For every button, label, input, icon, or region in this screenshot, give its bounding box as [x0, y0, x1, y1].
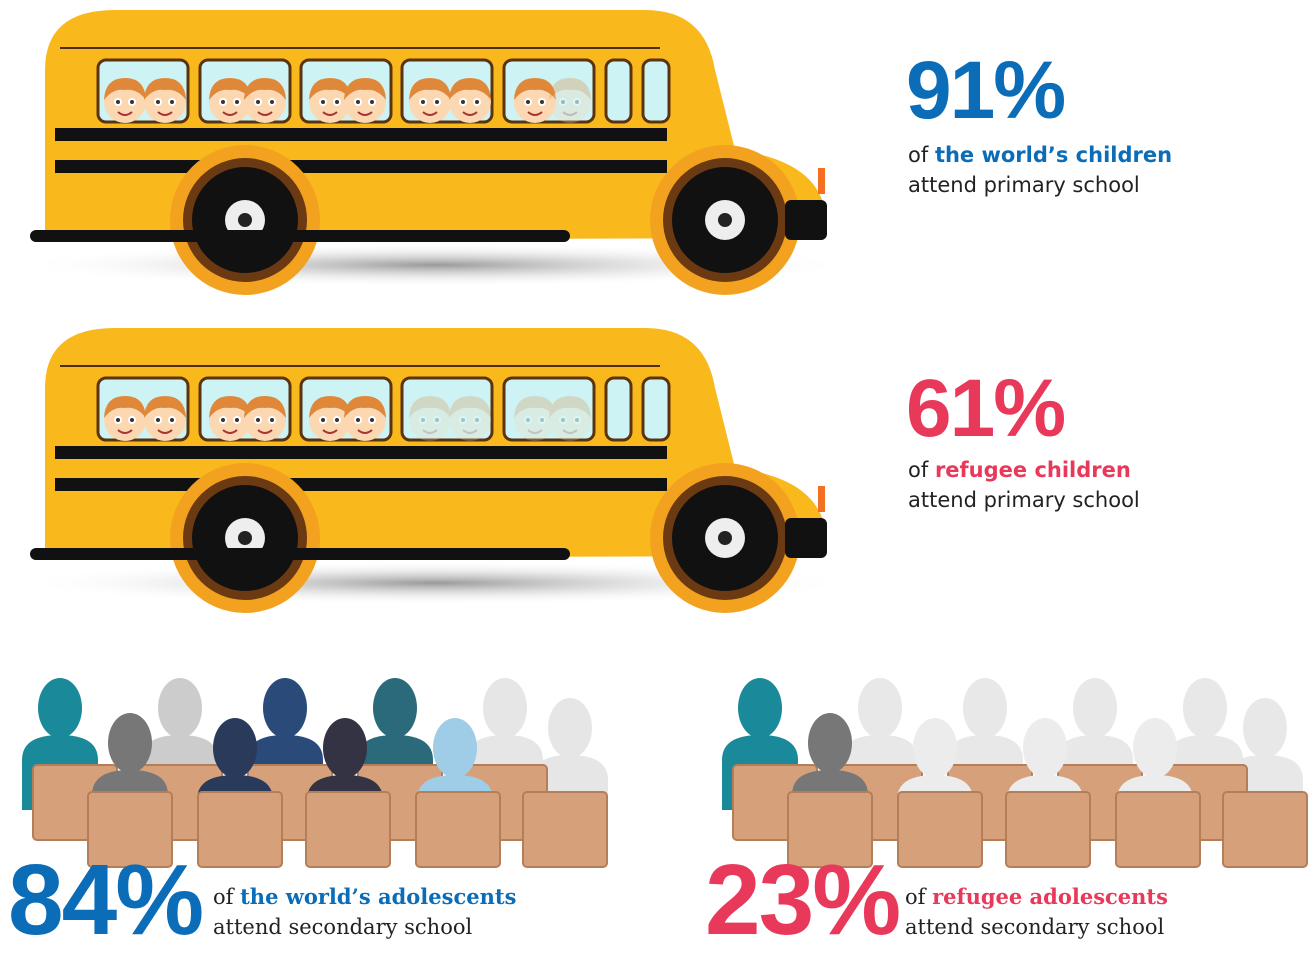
bus-all-children	[13, 8, 857, 297]
stat-description: of the world’s children attend primary sc…	[908, 140, 1172, 200]
stat-prefix: of	[908, 143, 929, 167]
stat-highlight: the world’s adolescents	[240, 884, 517, 909]
stat-rest: attend secondary school	[905, 915, 1165, 939]
stat-description: of the world’s adolescents attend seconda…	[213, 882, 516, 942]
stat-value: 84%	[8, 844, 204, 956]
stat-highlight: the world’s children	[934, 143, 1173, 167]
stat-description: of refugee adolescents attend secondary s…	[905, 882, 1168, 942]
stat-value: 23%	[705, 844, 901, 956]
classroom-refugee-adolescents	[722, 678, 1308, 868]
stat-highlight: refugee adolescents	[932, 884, 1168, 909]
stat-rest: attend secondary school	[213, 915, 473, 939]
bus-refugee-children	[13, 326, 857, 615]
stat-highlight: refugee children	[934, 458, 1131, 482]
stat-description: of refugee children attend primary school	[908, 455, 1140, 515]
stat-value: 91%	[906, 45, 1066, 136]
stat-rest: attend primary school	[908, 488, 1140, 512]
stat-prefix: of	[908, 458, 929, 482]
stat-prefix: of	[213, 885, 234, 909]
classroom-all-adolescents	[22, 678, 608, 868]
stat-value: 61%	[906, 363, 1066, 454]
stat-rest: attend primary school	[908, 173, 1140, 197]
stat-prefix: of	[905, 885, 926, 909]
